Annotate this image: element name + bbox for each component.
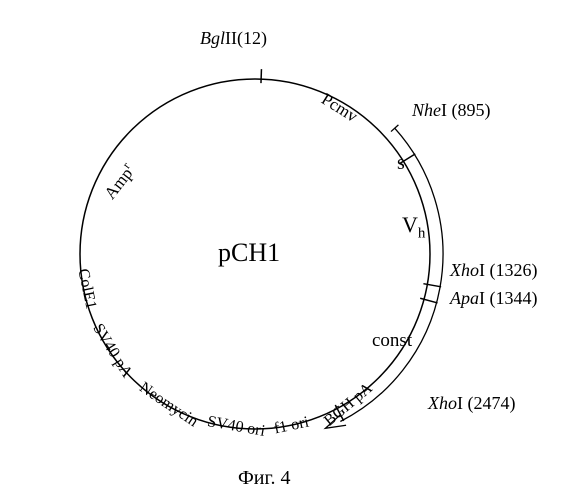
site-apai: ApaI (1344)	[450, 288, 537, 309]
region-s: s	[397, 152, 405, 175]
vh-sub: h	[418, 225, 426, 241]
enzyme-name: Bgl	[200, 28, 225, 48]
figure-caption: Фиг. 4	[238, 467, 290, 490]
enzyme-pos: I (2474)	[457, 393, 515, 413]
site-xhoi-1326: XhoI (1326)	[450, 260, 537, 281]
region-const: const	[372, 330, 412, 352]
site-bglii: BglII(12)	[200, 28, 267, 49]
enzyme-pos: I (895)	[441, 100, 490, 120]
region-vh: Vh	[402, 212, 425, 242]
enzyme-pos: II(12)	[225, 28, 267, 48]
tick-xhoi-1326	[423, 284, 441, 287]
enzyme-name: Xho	[428, 393, 457, 413]
enzyme-name: Nhe	[412, 100, 441, 120]
enzyme-pos: I (1326)	[479, 260, 537, 280]
arrow-arc-path	[340, 128, 443, 421]
plasmid-name: pCH1	[218, 238, 280, 268]
site-xhoi-2474: XhoI (2474)	[428, 393, 515, 414]
enzyme-pos: I (1344)	[479, 288, 537, 308]
vh-main: V	[402, 212, 418, 237]
site-nhei: NheI (895)	[412, 100, 490, 121]
plasmid-map: pCH1 BglII(12) NheI (895) XhoI (1326) Ap…	[0, 0, 572, 500]
enzyme-name: Xho	[450, 260, 479, 280]
feature-arrow-arc	[325, 125, 443, 428]
enzyme-name: Apa	[450, 288, 479, 308]
